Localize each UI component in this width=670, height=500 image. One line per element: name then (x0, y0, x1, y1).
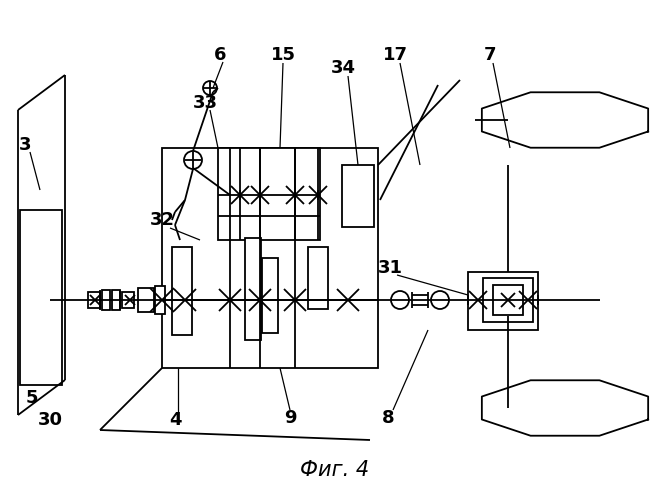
Bar (308, 247, 328, 309)
Text: 32: 32 (149, 211, 174, 229)
Text: 17: 17 (383, 46, 407, 64)
Text: 34: 34 (330, 59, 356, 77)
Text: 7: 7 (484, 46, 496, 64)
Circle shape (203, 81, 217, 95)
Text: 4: 4 (169, 411, 182, 429)
Bar (245, 238, 261, 340)
Circle shape (431, 291, 449, 309)
Bar (102, 290, 110, 310)
Bar (172, 247, 192, 335)
Bar (122, 292, 134, 308)
Bar (138, 288, 154, 312)
Bar (162, 148, 378, 368)
Bar (155, 286, 165, 314)
Bar (218, 148, 320, 240)
Circle shape (391, 291, 409, 309)
Text: 5: 5 (25, 389, 38, 407)
Bar (493, 285, 523, 315)
Bar (88, 292, 100, 308)
Circle shape (184, 151, 202, 169)
Text: 15: 15 (271, 46, 295, 64)
Bar (342, 165, 374, 227)
Text: 31: 31 (377, 259, 403, 277)
Text: 6: 6 (214, 46, 226, 64)
Bar (112, 290, 120, 310)
Text: 8: 8 (382, 409, 395, 427)
Bar (262, 258, 278, 333)
Text: 9: 9 (284, 409, 296, 427)
Bar (483, 278, 533, 322)
Circle shape (344, 194, 372, 222)
Text: 30: 30 (38, 411, 62, 429)
Text: Фиг. 4: Фиг. 4 (300, 460, 370, 480)
Text: 33: 33 (192, 94, 218, 112)
Bar (468, 272, 538, 330)
Bar (20, 210, 62, 385)
Circle shape (344, 169, 372, 197)
Text: 3: 3 (19, 136, 31, 154)
